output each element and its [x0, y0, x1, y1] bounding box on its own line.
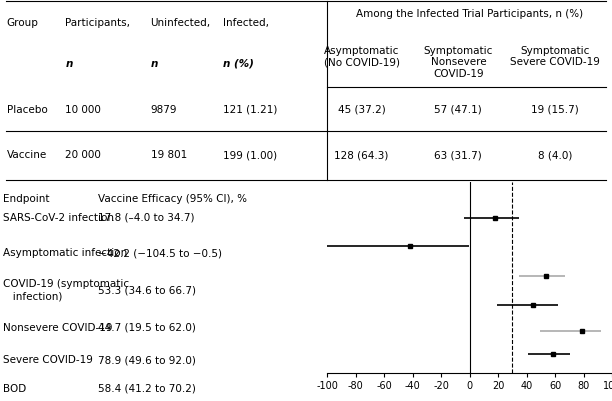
Text: Symptomatic
Nonsevere
COVID-19: Symptomatic Nonsevere COVID-19 [424, 46, 493, 79]
Text: 57 (47.1): 57 (47.1) [435, 105, 482, 114]
Text: 44.7 (19.5 to 62.0): 44.7 (19.5 to 62.0) [98, 322, 196, 332]
Text: Vaccine: Vaccine [7, 150, 47, 160]
Text: n (%): n (%) [223, 59, 253, 68]
Text: COVID-19 (symptomatic
   infection): COVID-19 (symptomatic infection) [3, 279, 129, 300]
Text: 53.3 (34.6 to 66.7): 53.3 (34.6 to 66.7) [98, 285, 196, 294]
Text: −42.2 (−104.5 to −0.5): −42.2 (−104.5 to −0.5) [98, 247, 222, 257]
Text: Asymptomatic infection: Asymptomatic infection [3, 247, 127, 257]
Text: Symptomatic
Severe COVID-19: Symptomatic Severe COVID-19 [510, 46, 600, 67]
Text: Placebo: Placebo [7, 105, 47, 114]
Text: 9879: 9879 [151, 105, 177, 114]
Text: 45 (37.2): 45 (37.2) [338, 105, 386, 114]
Text: BOD: BOD [3, 383, 26, 393]
Text: Vaccine Efficacy (95% CI), %: Vaccine Efficacy (95% CI), % [98, 193, 247, 203]
Text: 19 (15.7): 19 (15.7) [531, 105, 579, 114]
Text: 78.9 (49.6 to 92.0): 78.9 (49.6 to 92.0) [98, 354, 196, 365]
Text: Asymptomatic
(No COVID-19): Asymptomatic (No COVID-19) [324, 46, 400, 67]
Text: 121 (1.21): 121 (1.21) [223, 105, 277, 114]
Text: n: n [151, 59, 158, 68]
Text: Participants,: Participants, [65, 18, 130, 28]
Text: Infected,: Infected, [223, 18, 269, 28]
Text: n: n [65, 59, 73, 68]
Text: Endpoint: Endpoint [3, 193, 50, 203]
Text: Among the Infected Trial Participants, n (%): Among the Infected Trial Participants, n… [356, 9, 583, 19]
Text: 128 (64.3): 128 (64.3) [334, 150, 389, 160]
Text: 20 000: 20 000 [65, 150, 102, 160]
Text: 63 (31.7): 63 (31.7) [435, 150, 482, 160]
Text: SARS-CoV-2 infection: SARS-CoV-2 infection [3, 213, 114, 223]
Text: 19 801: 19 801 [151, 150, 187, 160]
Text: Uninfected,: Uninfected, [151, 18, 211, 28]
Text: 8 (4.0): 8 (4.0) [538, 150, 572, 160]
Text: Severe COVID-19: Severe COVID-19 [3, 354, 93, 365]
Text: Group: Group [7, 18, 39, 28]
Text: Nonsevere COVID-19: Nonsevere COVID-19 [3, 322, 113, 332]
Text: 10 000: 10 000 [65, 105, 102, 114]
Text: 17.8 (–4.0 to 34.7): 17.8 (–4.0 to 34.7) [98, 213, 195, 223]
Text: 199 (1.00): 199 (1.00) [223, 150, 277, 160]
Text: 58.4 (41.2 to 70.2): 58.4 (41.2 to 70.2) [98, 383, 196, 393]
